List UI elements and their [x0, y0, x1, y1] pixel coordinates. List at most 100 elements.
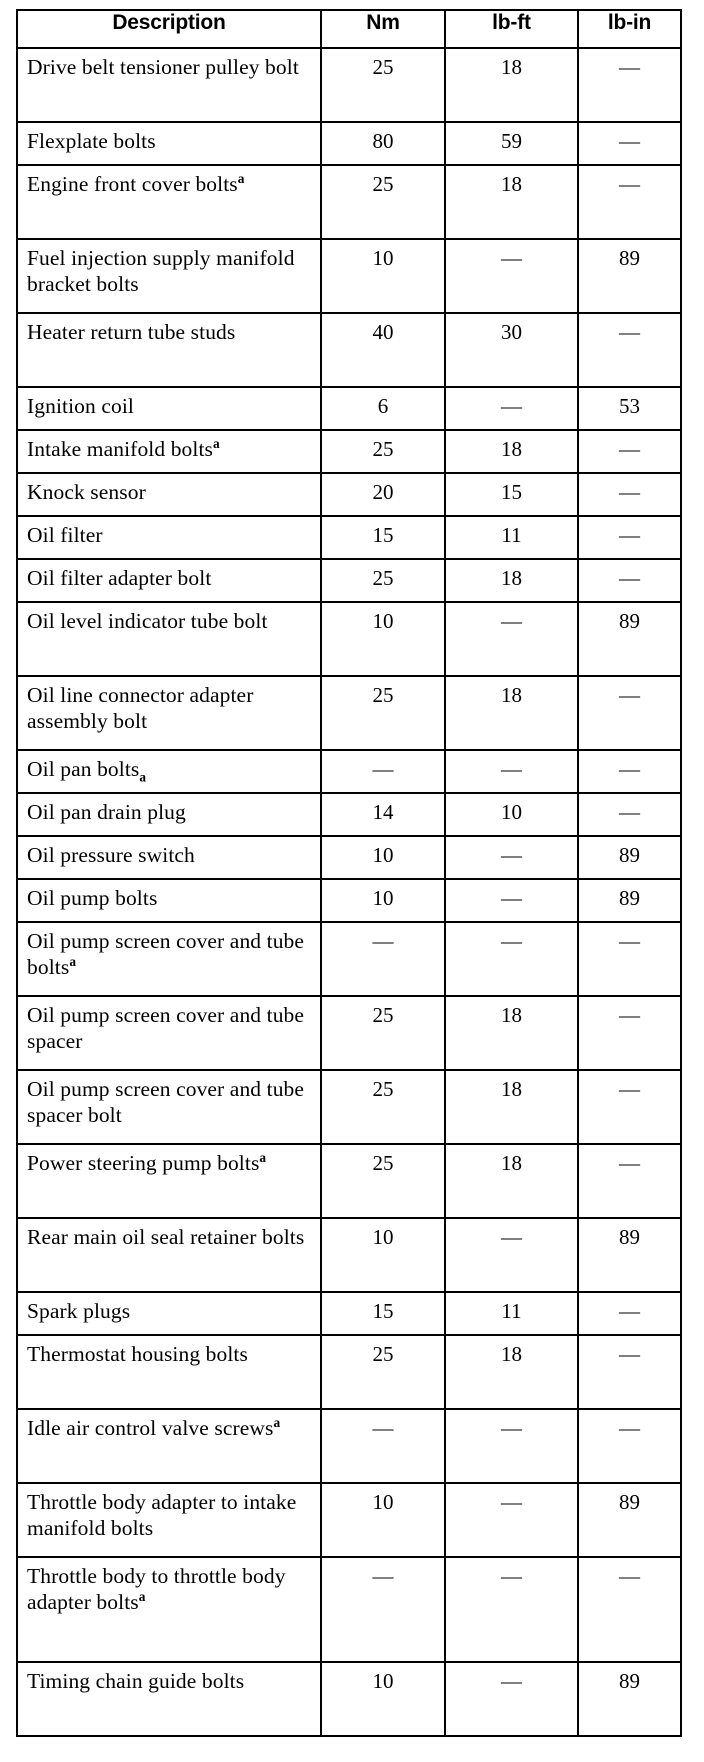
column-header-lb-ft: lb-ft: [444, 9, 579, 49]
cell-nm: 25: [320, 1334, 446, 1410]
cell-nm: 6: [320, 386, 446, 431]
cell-nm: —: [320, 921, 446, 997]
cell-description: Oil pump bolts: [16, 878, 322, 923]
cell-description: Spark plugs: [16, 1291, 322, 1336]
cell-lb-in: —: [577, 515, 682, 560]
cell-nm: 10: [320, 601, 446, 677]
cell-nm: 10: [320, 878, 446, 923]
cell-lb-ft: —: [444, 1408, 579, 1484]
cell-description: Knock sensor: [16, 472, 322, 517]
cell-lb-ft: 18: [444, 1334, 579, 1410]
table-row: Oil filter adapter bolt 25 18—: [16, 558, 682, 603]
cell-lb-in: 89: [577, 1482, 682, 1558]
table-row: Knock sensor 20 15—: [16, 472, 682, 517]
cell-lb-in: 89: [577, 835, 682, 880]
cell-description: Drive belt tensioner pulley bolt: [16, 47, 322, 123]
cell-lb-in: —: [577, 429, 682, 474]
description-text: Oil pan drain plug: [27, 800, 186, 824]
cell-lb-in: —: [577, 47, 682, 123]
cell-nm: 25: [320, 675, 446, 751]
cell-nm: 10: [320, 238, 446, 314]
cell-nm: 14: [320, 792, 446, 837]
footnote-marker: a: [237, 170, 245, 186]
footnote-marker: a: [139, 769, 147, 785]
cell-description: Oil pump screen cover and tube spacer bo…: [16, 1069, 322, 1145]
column-header-nm: Nm: [320, 9, 446, 49]
cell-description: Throttle body to throttle body adapter b…: [16, 1556, 322, 1663]
cell-lb-ft: —: [444, 238, 579, 314]
footnote-marker: a: [138, 1588, 146, 1604]
cell-nm: 15: [320, 515, 446, 560]
cell-description: Oil filter adapter bolt: [16, 558, 322, 603]
cell-nm: 25: [320, 1069, 446, 1145]
cell-lb-ft: 59: [444, 121, 579, 166]
cell-description: Ignition coil: [16, 386, 322, 431]
description-text: Idle air control valve screws: [27, 1416, 274, 1440]
cell-description: Throttle body adapter to intake manifold…: [16, 1482, 322, 1558]
description-text: Oil line connector adapter assembly bolt: [27, 683, 254, 733]
table-row: Ignition coil 6—53: [16, 386, 682, 431]
footnote-marker: a: [213, 435, 220, 451]
cell-lb-in: —: [577, 1408, 682, 1484]
cell-nm: 25: [320, 164, 446, 240]
table-row: Rear main oil seal retainer bolts 10—89: [16, 1217, 682, 1293]
table-row: Power steering pump boltsa 25 18—: [16, 1143, 682, 1219]
cell-description: Oil pump screen cover and tube boltsa: [16, 921, 322, 997]
description-text: Intake manifold bolts: [27, 437, 214, 461]
cell-description: Oil level indicator tube bolt: [16, 601, 322, 677]
cell-lb-in: —: [577, 1334, 682, 1410]
cell-nm: 10: [320, 1217, 446, 1293]
table-row: Engine front cover boltsa 25 18—: [16, 164, 682, 240]
cell-lb-ft: —: [444, 1556, 579, 1663]
cell-lb-in: —: [577, 312, 682, 388]
cell-nm: 25: [320, 1143, 446, 1219]
cell-description: Oil filter: [16, 515, 322, 560]
cell-description: Power steering pump boltsa: [16, 1143, 322, 1219]
cell-lb-in: —: [577, 921, 682, 997]
cell-lb-ft: 18: [444, 995, 579, 1071]
cell-nm: 15: [320, 1291, 446, 1336]
cell-description: Oil line connector adapter assembly bolt: [16, 675, 322, 751]
cell-nm: 10: [320, 835, 446, 880]
table-row: Oil pump screen cover and tube spacer bo…: [16, 1069, 682, 1145]
description-text: Flexplate bolts: [27, 129, 156, 153]
description-text: Oil level indicator tube bolt: [27, 609, 268, 633]
cell-lb-ft: 18: [444, 47, 579, 123]
description-text: Oil filter adapter bolt: [27, 566, 212, 590]
table-row: Spark plugs 15 11—: [16, 1291, 682, 1336]
cell-nm: 10: [320, 1482, 446, 1558]
footnote-marker: a: [259, 1149, 267, 1165]
table-row: Oil filter 15 11—: [16, 515, 682, 560]
description-text: Rear main oil seal retainer bolts: [27, 1225, 305, 1249]
cell-description: Flexplate bolts: [16, 121, 322, 166]
description-text: Ignition coil: [27, 394, 134, 418]
cell-description: Engine front cover boltsa: [16, 164, 322, 240]
description-text: Engine front cover bolts: [27, 172, 238, 196]
cell-nm: 25: [320, 429, 446, 474]
cell-nm: 25: [320, 995, 446, 1071]
cell-lb-ft: —: [444, 835, 579, 880]
cell-nm: —: [320, 1408, 446, 1484]
cell-description: Intake manifold boltsa: [16, 429, 322, 474]
cell-description: Oil pan boltsa: [16, 749, 322, 794]
table-row: Fuel injection supply manifold bracket b…: [16, 238, 682, 314]
cell-lb-in: —: [577, 1143, 682, 1219]
description-text: Drive belt tensioner pulley bolt: [27, 55, 299, 79]
table-row: Oil pressure switch 10—89: [16, 835, 682, 880]
cell-nm: 25: [320, 558, 446, 603]
cell-nm: —: [320, 1556, 446, 1663]
cell-nm: 25: [320, 47, 446, 123]
cell-lb-ft: —: [444, 878, 579, 923]
cell-description: Timing chain guide bolts: [16, 1661, 322, 1737]
table-body: Drive belt tensioner pulley bolt 25 18— Fle…: [16, 47, 682, 1737]
table-row: Oil pan boltsa — — —: [16, 749, 682, 794]
description-text: Spark plugs: [27, 1299, 131, 1323]
description-text: Knock sensor: [27, 480, 146, 504]
cell-lb-in: 89: [577, 1661, 682, 1737]
cell-description: Oil pump screen cover and tube spacer: [16, 995, 322, 1071]
cell-lb-ft: 18: [444, 675, 579, 751]
cell-lb-ft: —: [444, 601, 579, 677]
cell-nm: 10: [320, 1661, 446, 1737]
table-row: Flexplate bolts 80 59—: [16, 121, 682, 166]
cell-description: Idle air control valve screwsa: [16, 1408, 322, 1484]
